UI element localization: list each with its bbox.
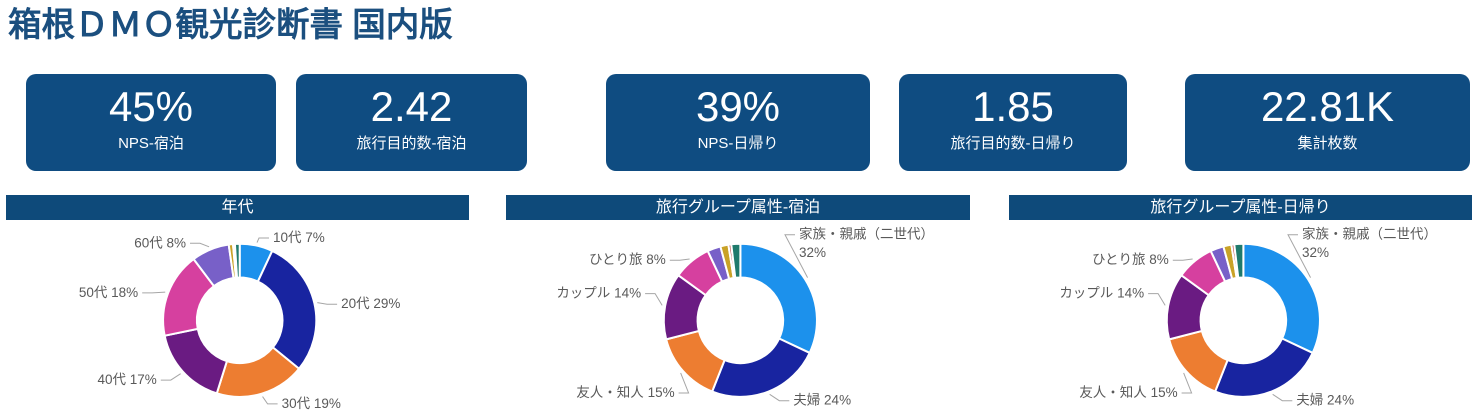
svg-text:家族・親戚（二世代）: 家族・親戚（二世代）	[799, 226, 934, 242]
svg-text:ひとり旅 8%: ひとり旅 8%	[589, 252, 666, 267]
svg-text:家族・親戚（二世代）: 家族・親戚（二世代）	[1302, 226, 1437, 242]
svg-text:40代 17%: 40代 17%	[98, 372, 157, 387]
svg-text:32%: 32%	[799, 245, 826, 260]
svg-text:カップル 14%: カップル 14%	[556, 286, 641, 301]
svg-text:ひとり旅 8%: ひとり旅 8%	[1092, 252, 1169, 267]
svg-text:カップル 14%: カップル 14%	[1059, 286, 1144, 301]
svg-text:30代 19%: 30代 19%	[282, 396, 341, 411]
svg-text:60代 8%: 60代 8%	[134, 235, 186, 250]
svg-text:10代 7%: 10代 7%	[273, 230, 325, 245]
svg-text:夫婦 24%: 夫婦 24%	[793, 392, 851, 408]
svg-text:友人・知人 15%: 友人・知人 15%	[576, 384, 674, 400]
svg-text:50代 18%: 50代 18%	[79, 285, 138, 300]
svg-text:夫婦 24%: 夫婦 24%	[1296, 392, 1354, 408]
svg-text:20代 29%: 20代 29%	[341, 296, 400, 311]
svg-text:友人・知人 15%: 友人・知人 15%	[1079, 384, 1177, 400]
svg-text:32%: 32%	[1302, 245, 1329, 260]
